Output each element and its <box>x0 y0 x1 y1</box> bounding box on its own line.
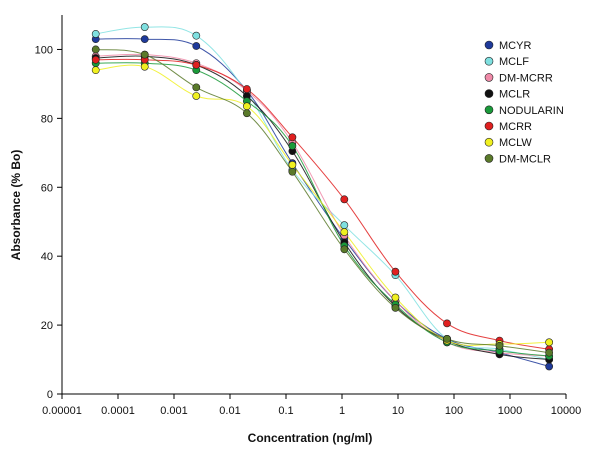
legend-marker-mcyr <box>484 40 494 50</box>
data-point-mclw <box>242 102 251 111</box>
x-tick-label: 10000 <box>551 405 582 417</box>
data-point-dm-mclr <box>140 50 149 59</box>
legend-label: MCYR <box>499 40 531 52</box>
legend-label: MCLR <box>499 89 530 101</box>
y-tick-label: 20 <box>41 320 53 332</box>
data-point-mcyr <box>545 362 554 371</box>
axes <box>61 15 566 395</box>
legend-label: NODULARIN <box>499 105 564 117</box>
x-tick-label: 0.0001 <box>101 405 135 417</box>
legend-label: DM-MCLR <box>499 153 551 165</box>
data-point-mcyr <box>140 35 149 44</box>
y-tick-label: 100 <box>35 44 53 56</box>
data-point-dm-mclr <box>391 303 400 312</box>
data-point-mclf <box>340 221 349 230</box>
data-point-mclw <box>192 92 201 100</box>
data-point-mclw <box>140 62 149 71</box>
data-point-mcyr <box>192 42 201 50</box>
x-tick-label: 0.01 <box>219 405 240 417</box>
fit-curve-mcrr <box>95 58 550 350</box>
x-tick-label: 10 <box>392 405 404 417</box>
legend-marker-mcrr <box>484 121 494 131</box>
data-point-nodularin <box>288 142 297 150</box>
data-point-dm-mclr <box>495 341 504 350</box>
y-tick-label: 80 <box>41 113 53 125</box>
legend-marker-dm-mclr <box>484 154 494 163</box>
fit-curve-dm-mclr <box>95 49 550 354</box>
data-point-dm-mclr <box>288 167 297 176</box>
data-point-mcrr <box>340 195 349 204</box>
legend-label: MCRR <box>499 121 532 133</box>
fit-curve-nodularin <box>95 62 550 357</box>
data-point-mclf <box>192 31 201 40</box>
fit-curve-mclw <box>95 64 550 346</box>
y-tick-label: 40 <box>41 251 53 263</box>
fit-curve-mcyr <box>95 38 550 367</box>
x-tick-label: 1 <box>339 405 345 417</box>
data-point-mcrr <box>242 85 251 93</box>
data-point-mclw <box>91 66 100 75</box>
data-point-mclw <box>545 338 554 347</box>
data-point-mclf <box>91 30 100 38</box>
data-point-mclw <box>288 160 297 169</box>
legend-marker-mclf <box>484 56 494 66</box>
legend-marker-nodularin <box>484 105 494 115</box>
data-point-dm-mclr <box>91 45 100 54</box>
legend-marker-mclr <box>484 89 494 98</box>
legend-label: DM-MCRR <box>499 72 553 84</box>
x-tick-label: 0.1 <box>278 405 293 417</box>
legend: MCYR MCLF DM-MCRR MCLR NODULARIN MCRR MCLW DM-M… <box>484 40 564 165</box>
y-tick-label: 60 <box>41 182 53 194</box>
x-axis-label: Concentration (ng/ml) <box>248 431 373 445</box>
data-point-mcrr <box>443 319 451 328</box>
data-point-mclw <box>391 293 400 302</box>
data-point-mcrr <box>391 267 400 276</box>
data-point-dm-mclr <box>340 245 349 254</box>
y-ticks: 0 20 40 60 80 100 <box>35 44 62 401</box>
legend-label: MCLF <box>499 56 529 68</box>
data-point-dm-mclr <box>192 83 201 92</box>
legend-label: MCLW <box>499 137 532 149</box>
x-tick-label: 0.001 <box>160 405 188 417</box>
legend-marker-mclw <box>484 137 494 147</box>
fit-curves <box>95 26 550 367</box>
fit-curve-mclf <box>95 26 550 360</box>
data-point-dm-mclr <box>443 334 451 343</box>
x-ticks: 0.00001 0.0001 0.001 0.01 0.1 1 10 100 1000 10000 <box>42 394 581 417</box>
data-point-dm-mclr <box>545 348 554 357</box>
data-point-mcrr <box>91 55 100 64</box>
x-tick-label: 100 <box>445 405 463 417</box>
data-point-mclf <box>140 23 149 31</box>
data-point-mclw <box>340 228 349 236</box>
x-tick-label: 0.00001 <box>42 405 82 417</box>
fit-curve-dm-mcrr <box>95 53 550 357</box>
data-points <box>91 23 554 371</box>
data-point-mcrr <box>192 61 201 69</box>
legend-marker-dm-mcrr <box>484 73 494 82</box>
data-point-dm-mclr <box>242 109 251 118</box>
x-tick-label: 1000 <box>498 405 522 417</box>
y-axis-label: Absorbance (% Bo) <box>9 150 23 261</box>
data-point-mcrr <box>288 133 297 142</box>
y-tick-label: 0 <box>47 389 53 401</box>
